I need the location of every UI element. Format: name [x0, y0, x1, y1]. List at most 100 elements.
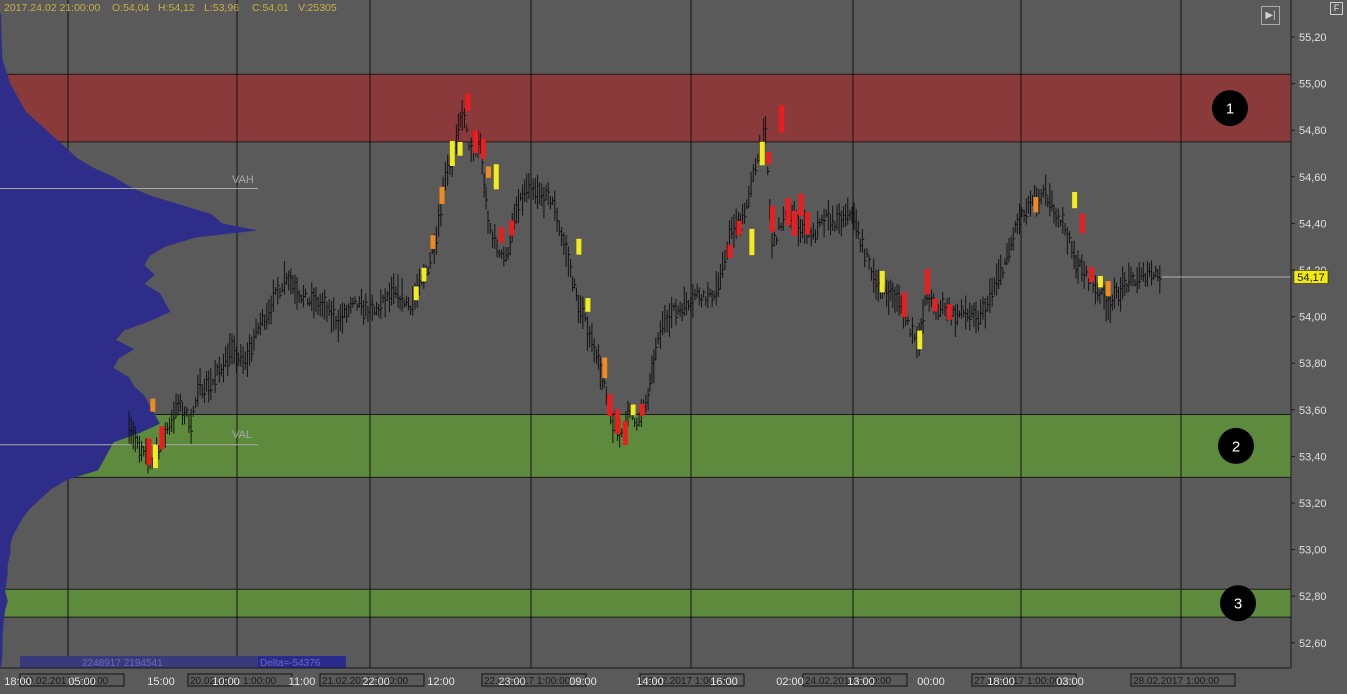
x-time-labels: 18:00 05:00 15:00 10:00 11:00 22:00 12:00 23:00…: [4, 676, 1084, 688]
volume-cluster-red: [473, 130, 479, 154]
y-tick-label: 53,60: [1299, 405, 1327, 417]
header-high: H:54,12: [158, 2, 195, 14]
header-close: C:54,01: [252, 2, 289, 14]
volume-cluster-red: [770, 205, 776, 232]
x-date-label-box: [802, 673, 908, 687]
zone-resistance-1: [0, 74, 1291, 142]
volume-cluster-yellow: [576, 238, 582, 255]
x-date-label-box: [639, 673, 745, 687]
y-tick-label: 53,40: [1299, 451, 1327, 463]
corner-menu-button[interactable]: F: [1330, 2, 1343, 15]
x-date-label: 20.02.2017 1:00:00: [190, 676, 277, 687]
profile-footer-volumes: 2248917 2194541: [82, 658, 163, 669]
volume-cluster-orange: [439, 186, 445, 204]
y-tick-label: 54,80: [1299, 125, 1327, 137]
volume-cluster-red: [480, 138, 486, 159]
zone-badge-number: 1: [1226, 101, 1234, 118]
y-tick-label: 53,20: [1299, 498, 1327, 510]
volume-cluster-orange: [150, 398, 156, 412]
volume-cluster-red: [622, 421, 628, 446]
y-tick-label: 54,00: [1299, 312, 1327, 324]
header-low: L:53,96: [204, 2, 239, 14]
volume-cluster-red: [924, 268, 930, 295]
current-price-tag-box: [1293, 270, 1329, 284]
x-time-label: 18:00: [4, 676, 32, 688]
x-time-label: 02:00: [776, 676, 804, 688]
y-tick-label: 54,40: [1299, 218, 1327, 230]
x-time-label: 12:00: [427, 676, 455, 688]
price-axis[interactable]: 55,2055,0054,8054,6054,4054,2054,0053,80…: [1290, 0, 1347, 689]
x-time-label: 14:00: [636, 676, 664, 688]
volume-cluster-orange: [1033, 197, 1039, 213]
x-date-label: 21.02.2017 1:00:00: [322, 676, 409, 687]
volume-cluster-red: [727, 244, 733, 258]
y-tick-label: 54,60: [1299, 172, 1327, 184]
zone-badges: 1 2 3: [1212, 90, 1256, 622]
volume-cluster-red: [159, 426, 165, 450]
header-datetime: 2017.24.02 21:00:00: [4, 2, 101, 14]
current-price-tag: 54,17: [1293, 270, 1329, 284]
x-date-label: 27.02.2017 1:00:00: [974, 676, 1061, 687]
x-time-label: 11:00: [289, 676, 316, 688]
zone-badge-number: 2: [1232, 438, 1240, 455]
grid-lines: [67, 0, 1182, 668]
x-date-label-box: [971, 673, 1077, 687]
y-tick-label: 55,20: [1299, 32, 1327, 44]
y-tick-label: 52,60: [1299, 638, 1327, 650]
current-price-value: 54,17: [1297, 272, 1325, 284]
volume-clusters: [146, 93, 1111, 469]
scroll-to-end-button[interactable]: ▶|: [1261, 6, 1280, 25]
x-time-label: 09:00: [569, 676, 597, 688]
ohlc-header: 2017.24.02 21:00:00 O:54,04 H:54,12 L:53…: [4, 2, 337, 14]
zone-badge-number: 3: [1234, 596, 1242, 613]
volume-cluster-yellow: [449, 141, 455, 166]
x-time-label: 18:00: [987, 676, 1015, 688]
volume-cluster-red: [509, 220, 515, 236]
x-date-label: 24.02.2017 1:00:00: [805, 676, 892, 687]
val-label: VAL: [232, 429, 252, 441]
volume-cluster-orange: [485, 166, 491, 178]
volume-profile-shape: [0, 13, 258, 667]
time-axis-background: [0, 668, 1291, 689]
y-tick-label: 52,80: [1299, 591, 1327, 603]
volume-profile: [0, 13, 258, 667]
volume-cluster-red: [1088, 267, 1094, 283]
zone-badge-2: [1218, 427, 1254, 464]
profile-footer-delta: Delta=-54376: [260, 658, 321, 669]
volume-cluster-red: [785, 198, 791, 226]
price-zones: [0, 73, 1291, 618]
x-date-label-box: [187, 673, 293, 687]
y-tick-label: 53,80: [1299, 358, 1327, 370]
volume-cluster-red: [465, 93, 471, 111]
volume-cluster-yellow: [749, 228, 755, 256]
x-date-label: 28.02.2017 1:00:00: [1133, 676, 1220, 687]
volume-cluster-orange: [1105, 281, 1111, 297]
volume-cluster-yellow: [759, 141, 765, 166]
time-axis[interactable]: 20.02.2017 0:00:00 20.02.2017 1:00:00 21.0…: [0, 667, 1291, 689]
y-tick-label: 53,00: [1299, 545, 1327, 557]
profile-footer-volumes-box: [20, 656, 258, 668]
volume-cluster-yellow: [152, 444, 158, 469]
volume-cluster-yellow: [413, 286, 419, 301]
x-date-label-box: [1130, 673, 1236, 687]
volume-cluster-yellow: [457, 141, 463, 156]
x-time-label: 22:00: [362, 676, 390, 688]
volume-cluster-yellow: [879, 270, 885, 293]
x-time-label: 13:00: [847, 676, 875, 688]
volume-cluster-orange: [430, 235, 436, 249]
profile-footer-delta-box: [258, 656, 346, 668]
y-tick-label: 55,00: [1299, 79, 1327, 91]
price-axis-background: [1291, 0, 1347, 689]
volume-cluster-yellow: [917, 330, 923, 350]
volume-cluster-red: [607, 394, 613, 417]
volume-cluster-red: [498, 227, 504, 243]
vah-label: VAH: [232, 174, 254, 186]
volume-cluster-red: [779, 104, 785, 133]
header-open: O:54,04: [112, 2, 150, 14]
header-volume: V:25305: [298, 2, 337, 14]
volume-cluster-red: [791, 210, 797, 236]
x-date-label: 23.02.2017 1:00:00: [642, 676, 729, 687]
x-date-label: 22.02.2017 1:00:00: [484, 676, 571, 687]
